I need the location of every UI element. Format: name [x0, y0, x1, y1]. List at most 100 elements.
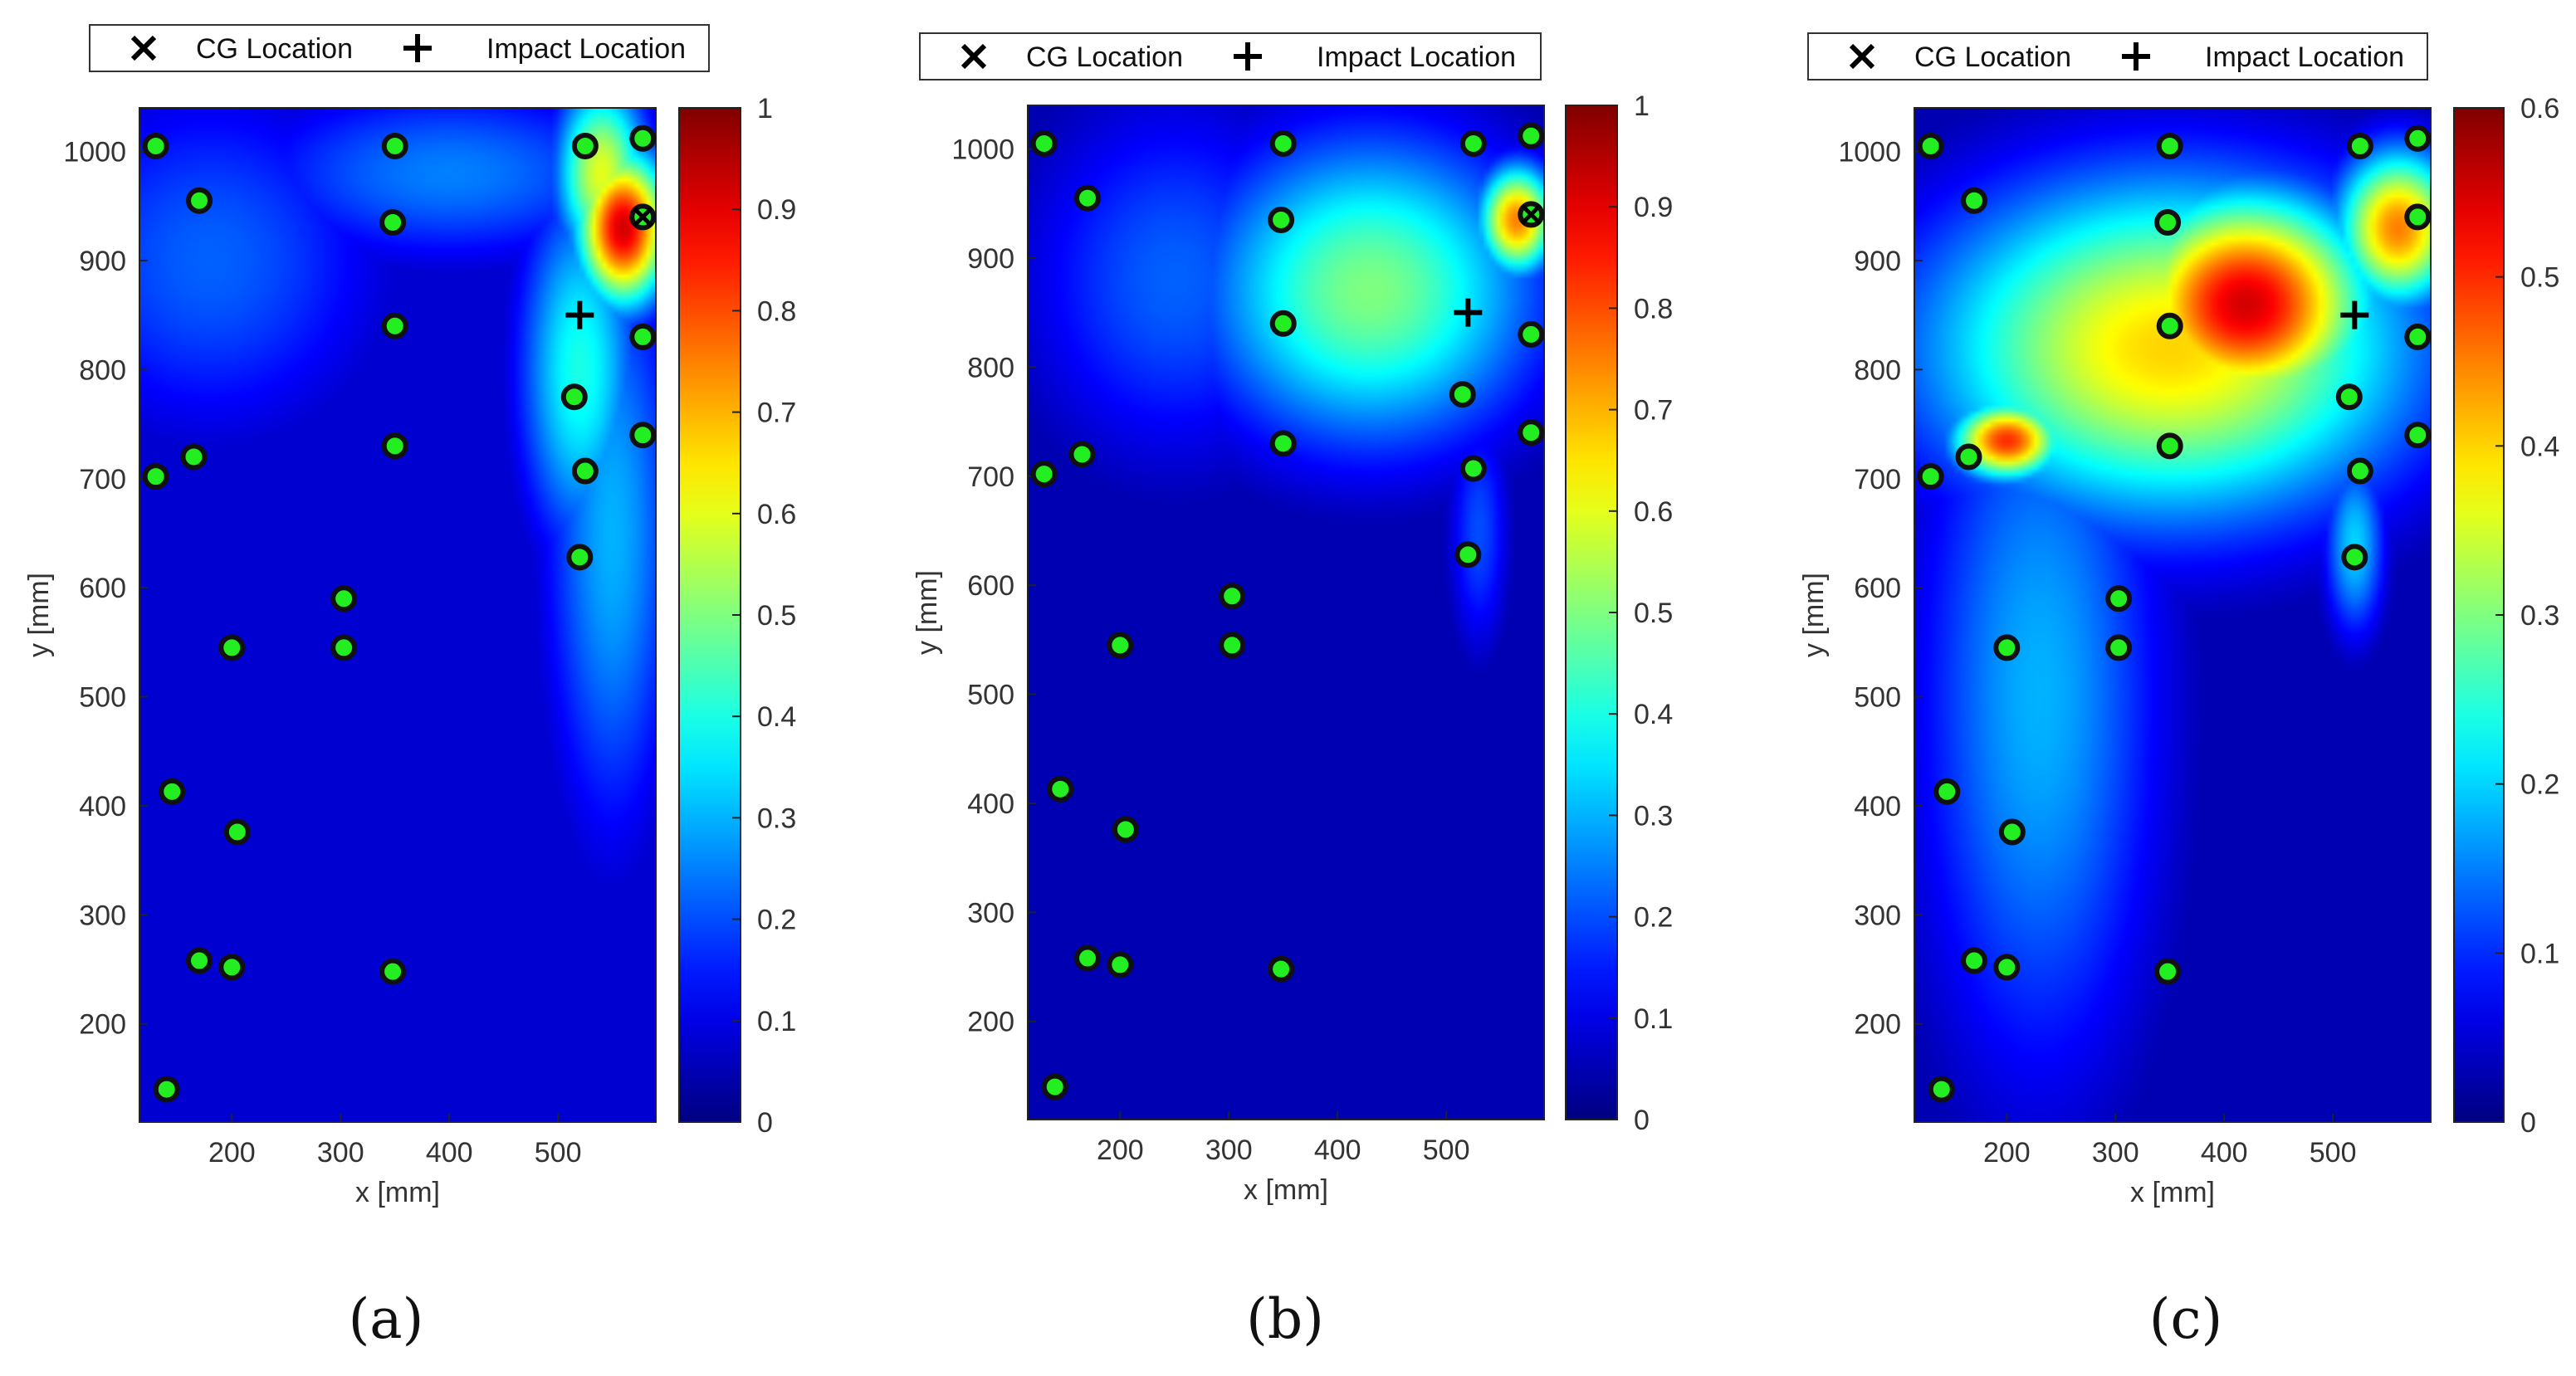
sensor-point — [1107, 951, 1134, 978]
sensor-point — [1459, 129, 1487, 157]
y-tick-label: 200 — [1854, 1009, 1901, 1041]
colorbar-tick-label: 0.3 — [1634, 800, 1673, 832]
plot-frame — [139, 107, 657, 1123]
sensor-point — [1993, 634, 2021, 661]
colorbar — [678, 107, 741, 1123]
y-tick-label: 600 — [1854, 573, 1901, 604]
y-tick-label: 400 — [79, 791, 126, 822]
y-tick-label: 1000 — [1838, 137, 1901, 168]
sensor-point — [566, 544, 594, 571]
sensor-point — [2404, 323, 2432, 350]
legend-cg-label: CG Location — [196, 33, 353, 65]
sensor-point — [1518, 122, 1545, 149]
legend-impact-label: Impact Location — [486, 33, 686, 65]
cg-legend-x-icon — [1849, 43, 1875, 70]
sensor-point — [1917, 463, 1944, 490]
y-tick-label: 700 — [1854, 464, 1901, 495]
sensor-point — [381, 432, 408, 460]
legend-box: CG Location Impact Location — [919, 32, 1542, 81]
sensor-point — [1917, 132, 1944, 159]
heatmap-image — [139, 108, 656, 1122]
y-tick-label: 1000 — [63, 137, 126, 168]
sensor-point — [2335, 383, 2363, 411]
y-tick-label: 800 — [79, 354, 126, 386]
sensor-point — [1219, 632, 1246, 659]
x-tick-label: 400 — [2201, 1137, 2248, 1169]
y-tick-label: 200 — [79, 1009, 126, 1041]
y-tick-label: 800 — [1854, 354, 1901, 386]
y-tick-label: 500 — [967, 680, 1014, 711]
sensor-point — [330, 634, 358, 661]
sensor-point — [1041, 1073, 1068, 1100]
y-tick-label: 500 — [1854, 682, 1901, 714]
sensor-point — [2105, 634, 2133, 661]
sensor-point — [381, 132, 408, 159]
sensor-point — [1268, 955, 1295, 983]
colorbar-tick-label: 0.4 — [1634, 699, 1673, 730]
sensor-point — [1961, 187, 1988, 214]
sensor-point — [2156, 432, 2183, 460]
impact-legend-plus-icon — [2122, 42, 2150, 71]
x-tick-label: 400 — [1314, 1134, 1361, 1166]
colorbar-tick-label: 0.4 — [757, 701, 796, 733]
y-tick-label: 300 — [967, 897, 1014, 929]
colorbar-tick-label: 0.2 — [757, 905, 796, 936]
y-axis-label: y [mm] — [1798, 573, 1830, 657]
colorbar-tick-label: 0.1 — [2520, 938, 2559, 969]
sensor-point — [1454, 541, 1482, 568]
sensor-point — [1269, 430, 1297, 457]
sensor-point — [1074, 944, 1102, 972]
sensor-point — [379, 958, 407, 985]
legend-frame — [89, 24, 710, 72]
y-tick-label: 700 — [967, 461, 1014, 493]
colorbar-tick-label: 0.6 — [757, 499, 796, 530]
sensor-point — [2156, 132, 2183, 159]
sensor-point — [218, 954, 246, 981]
x-tick-label: 200 — [1097, 1134, 1144, 1166]
colorbar-tick-label: 0.1 — [757, 1006, 796, 1037]
x-tick-label: 200 — [1983, 1137, 2031, 1169]
y-tick-label: 900 — [967, 243, 1014, 275]
sensor-point — [571, 457, 599, 485]
plot-frame — [1027, 105, 1545, 1120]
sensor-point — [629, 124, 657, 152]
cg-marker — [1520, 203, 1542, 226]
colorbar-tick-label: 0 — [1634, 1105, 1650, 1136]
colorbar-tick-label: 0.9 — [757, 194, 796, 226]
sensor-point — [560, 383, 588, 411]
sensor-point — [1268, 206, 1295, 233]
impact-marker — [2340, 300, 2369, 329]
x-tick-label: 200 — [208, 1137, 256, 1169]
legend-box: CG Location Impact Location — [89, 24, 710, 72]
sensor-point — [2156, 312, 2183, 339]
cg-marker — [632, 206, 654, 228]
plot-frame — [1914, 107, 2432, 1123]
x-tick-label: 300 — [2092, 1137, 2139, 1169]
y-tick-label: 900 — [79, 246, 126, 277]
colorbar-tick-label: 0.9 — [1634, 192, 1673, 223]
panel-label: (c) — [2149, 1287, 2222, 1351]
colorbar-tick-label: 0.3 — [757, 803, 796, 834]
x-tick-label: 500 — [2310, 1137, 2357, 1169]
colorbar-tick-label: 0.3 — [2520, 600, 2559, 632]
x-tick-label: 400 — [426, 1137, 473, 1169]
colorbar-tick-label: 0.5 — [1634, 598, 1673, 629]
x-tick-label: 500 — [1423, 1134, 1470, 1166]
colorbar-tick-label: 0 — [2520, 1107, 2536, 1139]
legend-impact-label: Impact Location — [2205, 41, 2404, 73]
x-tick-label: 300 — [317, 1137, 364, 1169]
y-tick-label: 400 — [967, 788, 1014, 820]
sensor-point — [1928, 1076, 1955, 1103]
sensor-point — [1030, 129, 1058, 157]
sensor-point — [2341, 544, 2368, 571]
panel-label: (a) — [349, 1287, 424, 1351]
colorbar-tick-label: 0.1 — [1634, 1003, 1673, 1035]
legend-cg-label: CG Location — [1914, 41, 2071, 73]
sensor-point — [571, 132, 599, 159]
x-axis-label: x [mm] — [2130, 1177, 2215, 1208]
colorbar-tick-label: 0.2 — [2520, 769, 2559, 801]
sensor-point — [159, 778, 186, 805]
sensor-point — [1518, 419, 1545, 446]
sensor-point — [1961, 947, 1988, 974]
